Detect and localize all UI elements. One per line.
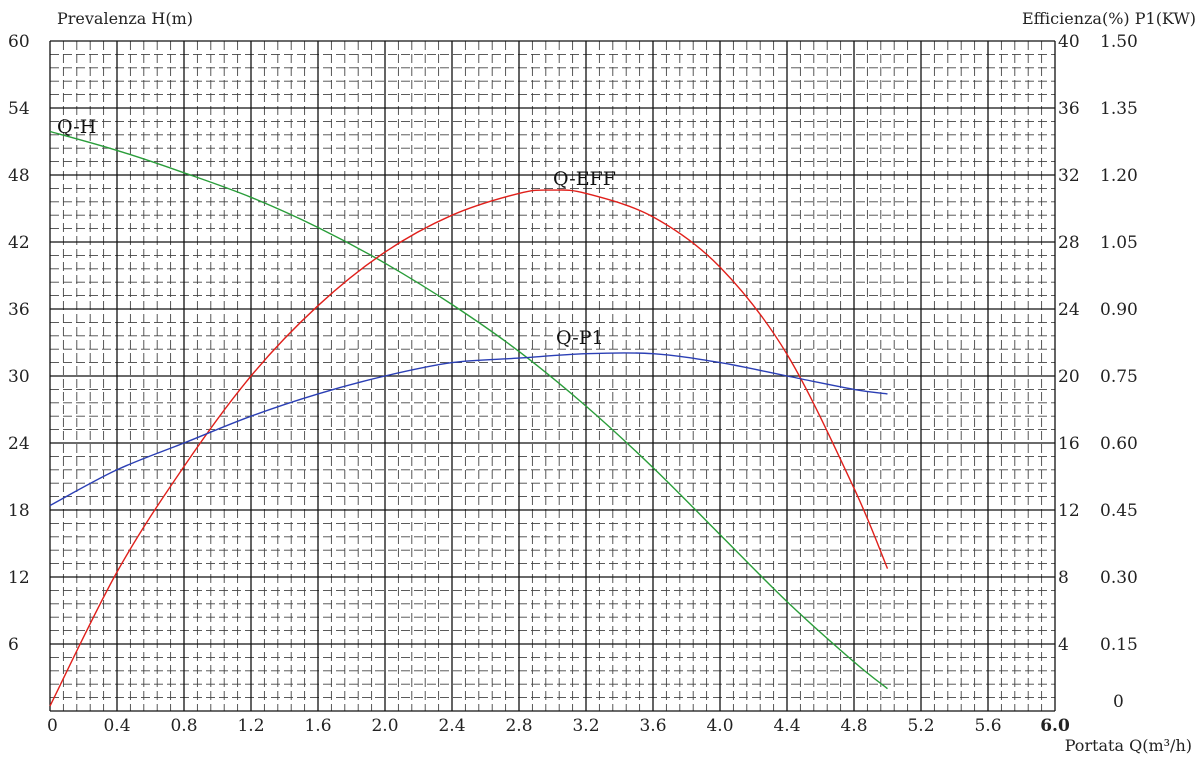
tick-labels: 0 0.4 0.8 1.2 1.6 2.0 2.4 2.8 3.2 3.6 4.0 4.4 4.8 5.2… [8, 32, 1138, 736]
x-tick-label: 2.4 [438, 716, 465, 736]
y-power-tick-label: 0 [1113, 692, 1124, 712]
major-grid [49, 40, 1056, 712]
y-axis-label-head: Prevalenza H(m) [57, 9, 193, 28]
y-power-tick-label: 0.75 [1100, 367, 1138, 387]
series-label-q-p1: Q-P1 [556, 327, 604, 349]
x-tick-label: 0 [47, 716, 58, 736]
x-tick-label: 0.8 [170, 716, 197, 736]
y-left-tick-label: 18 [8, 501, 30, 521]
curves [49, 130, 889, 707]
x-tick-label: 4.4 [773, 716, 800, 736]
y-efficiency-tick-label: 28 [1058, 233, 1080, 253]
y-efficiency-tick-label: 40 [1058, 32, 1080, 52]
y-efficiency-tick-label: 24 [1058, 300, 1080, 320]
y-left-tick-label: 36 [8, 300, 30, 320]
x-tick-label: 3.6 [639, 716, 666, 736]
y-power-tick-label: 1.20 [1100, 166, 1138, 186]
y-axis-label-efficiency-power: Efficienza(%) P1(KW) [1022, 9, 1196, 28]
y-power-tick-label: 0.45 [1100, 501, 1138, 521]
y-power-tick-label: 1.35 [1100, 99, 1138, 119]
y-efficiency-tick-label: 8 [1058, 568, 1069, 588]
y-left-tick-label: 54 [8, 99, 30, 119]
x-tick-label: 1.2 [237, 716, 264, 736]
x-tick-label: 3.2 [572, 716, 599, 736]
curve-q-h [49, 130, 888, 690]
y-efficiency-tick-label: 16 [1058, 434, 1080, 454]
y-left-tick-label: 60 [8, 32, 30, 52]
x-tick-label: 4.8 [840, 716, 867, 736]
x-tick-label: 1.6 [304, 716, 331, 736]
y-power-tick-label: 0.60 [1100, 434, 1138, 454]
y-power-tick-label: 0.30 [1100, 568, 1138, 588]
y-power-tick-label: 0.15 [1100, 635, 1138, 655]
y-left-tick-label: 12 [8, 568, 30, 588]
y-left-tick-label: 30 [8, 367, 30, 387]
y-efficiency-tick-label: 4 [1058, 635, 1069, 655]
curve-q-p1 [49, 352, 888, 507]
x-tick-label: 4.0 [706, 716, 733, 736]
y-efficiency-tick-label: 20 [1058, 367, 1080, 387]
y-efficiency-tick-label: 36 [1058, 99, 1080, 119]
y-efficiency-tick-label: 12 [1058, 501, 1080, 521]
y-power-tick-label: 1.05 [1100, 233, 1138, 253]
curve-q-eff [49, 189, 889, 707]
x-tick-label: 2.0 [371, 716, 398, 736]
y-power-tick-label: 1.50 [1100, 32, 1138, 52]
y-left-tick-label: 24 [8, 434, 30, 454]
y-left-tick-label: 48 [8, 166, 30, 186]
series-label-q-h: Q-H [57, 116, 96, 138]
x-tick-label: 6.0 [1040, 716, 1070, 736]
x-tick-label: 2.8 [505, 716, 532, 736]
x-tick-label: 5.6 [974, 716, 1001, 736]
y-left-tick-label: 42 [8, 233, 30, 253]
series-label-q-eff: Q-EFF [553, 168, 616, 190]
y-efficiency-tick-label: 32 [1058, 166, 1080, 186]
y-left-tick-label: 6 [8, 635, 19, 655]
y-power-tick-label: 0.90 [1100, 300, 1138, 320]
x-tick-label: 0.4 [103, 716, 130, 736]
x-tick-label: 5.2 [907, 716, 934, 736]
x-axis-label-flow: Portata Q(m³/h) [1065, 736, 1192, 755]
